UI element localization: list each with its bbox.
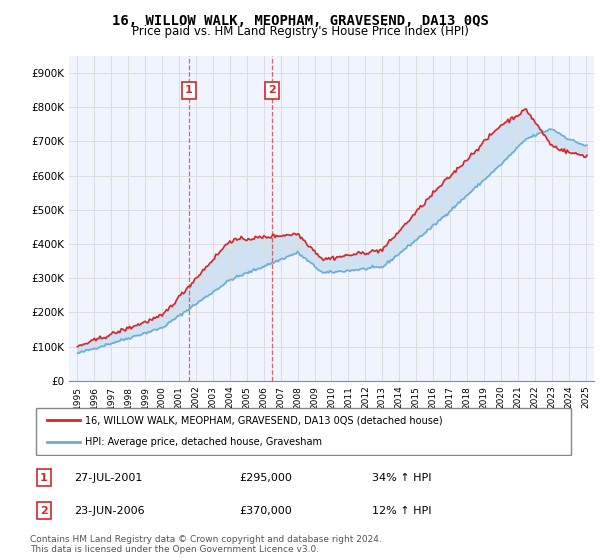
Text: £370,000: £370,000 xyxy=(240,506,293,516)
Text: 12% ↑ HPI: 12% ↑ HPI xyxy=(372,506,432,516)
Text: 16, WILLOW WALK, MEOPHAM, GRAVESEND, DA13 0QS: 16, WILLOW WALK, MEOPHAM, GRAVESEND, DA1… xyxy=(112,14,488,28)
Text: 1: 1 xyxy=(185,85,193,95)
Text: 34% ↑ HPI: 34% ↑ HPI xyxy=(372,473,432,483)
Text: £295,000: £295,000 xyxy=(240,473,293,483)
Text: 27-JUL-2001: 27-JUL-2001 xyxy=(74,473,143,483)
Text: 1: 1 xyxy=(40,473,47,483)
Text: 2: 2 xyxy=(40,506,47,516)
Text: Contains HM Land Registry data © Crown copyright and database right 2024.
This d: Contains HM Land Registry data © Crown c… xyxy=(30,535,382,554)
Text: 23-JUN-2006: 23-JUN-2006 xyxy=(74,506,145,516)
FancyBboxPatch shape xyxy=(35,408,571,455)
Text: Price paid vs. HM Land Registry's House Price Index (HPI): Price paid vs. HM Land Registry's House … xyxy=(131,25,469,38)
Text: HPI: Average price, detached house, Gravesham: HPI: Average price, detached house, Grav… xyxy=(85,437,322,447)
Text: 2: 2 xyxy=(268,85,276,95)
Text: 16, WILLOW WALK, MEOPHAM, GRAVESEND, DA13 0QS (detached house): 16, WILLOW WALK, MEOPHAM, GRAVESEND, DA1… xyxy=(85,415,443,425)
